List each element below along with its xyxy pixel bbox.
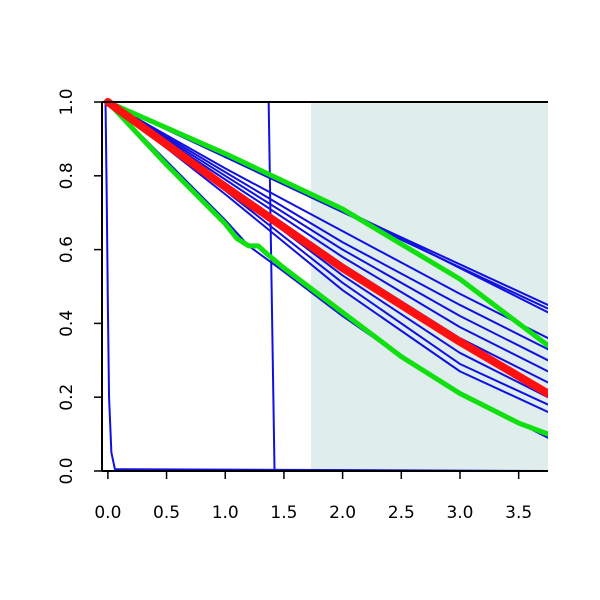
y-tick-label: 0.0 bbox=[57, 457, 77, 484]
series-line-blue-3 bbox=[106, 101, 548, 340]
x-axis-ticks: 0.0 0.5 1.0 1.5 2.0 2.5 3.0 3.5 bbox=[94, 471, 532, 523]
series-line-green-15 bbox=[105, 99, 548, 437]
series-layer bbox=[103, 98, 548, 472]
axis-layer bbox=[101, 101, 548, 472]
x-tick-label: 3.5 bbox=[505, 503, 532, 523]
y-tick-label: 0.8 bbox=[57, 162, 77, 189]
y-tick-label: 0.6 bbox=[57, 236, 77, 263]
series-line-blue-12 bbox=[104, 101, 548, 472]
y-axis-ticks: 0.0 0.2 0.4 0.6 0.8 1.0 bbox=[57, 88, 102, 485]
series-line-blue-4 bbox=[106, 101, 548, 351]
series-line-red-16 bbox=[103, 98, 548, 398]
series-line-blue-5 bbox=[106, 101, 548, 362]
x-tick-label: 1.0 bbox=[212, 503, 239, 523]
x-tick-label: 3.0 bbox=[446, 503, 473, 523]
x-tick-label: 1.5 bbox=[270, 503, 297, 523]
series-line-green-14 bbox=[105, 99, 548, 349]
y-tick-label: 0.2 bbox=[57, 384, 77, 411]
x-tick-label: 0.5 bbox=[153, 503, 180, 523]
y-tick-label: 1.0 bbox=[57, 88, 77, 115]
x-tick-label: 2.0 bbox=[329, 503, 356, 523]
x-tick-label: 2.5 bbox=[388, 503, 415, 523]
x-tick-label: 0.0 bbox=[94, 503, 121, 523]
y-tick-label: 0.4 bbox=[57, 310, 77, 337]
